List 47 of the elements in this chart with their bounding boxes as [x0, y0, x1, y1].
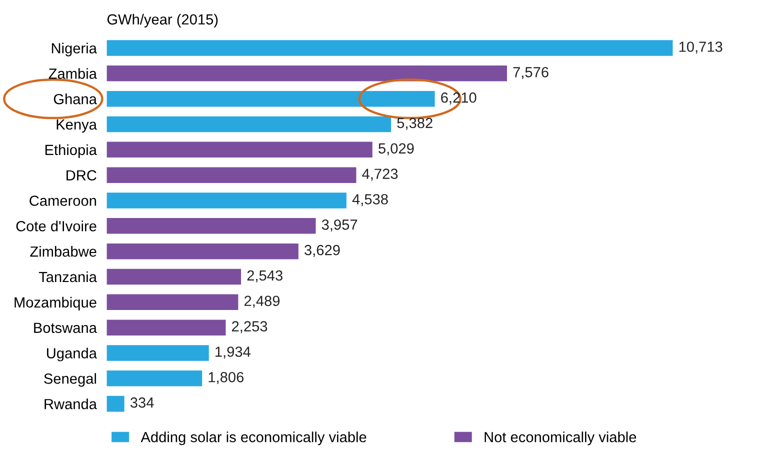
y-tick-label: Zambia — [48, 68, 97, 79]
legend-label: Not economically viable — [484, 432, 636, 446]
y-tick-label: DRC — [66, 170, 96, 181]
y-tick-label: Uganda — [47, 348, 97, 362]
x-axis-title: GWh/year (2015) — [107, 14, 218, 28]
bar — [106, 294, 238, 310]
data-label: 2,543 — [247, 270, 282, 282]
data-label: 10,713 — [679, 42, 722, 54]
data-label: 4,723 — [362, 168, 398, 181]
bar — [106, 90, 435, 107]
data-label: 3,629 — [304, 244, 340, 257]
data-label: 1,934 — [216, 346, 250, 359]
y-tick-label: Botswana — [34, 322, 97, 333]
y-tick-label: Cameroon — [30, 196, 96, 206]
data-label: 1,806 — [208, 372, 244, 384]
bar — [106, 192, 346, 208]
bar — [106, 370, 202, 386]
bar — [106, 396, 124, 412]
data-label: 5,029 — [378, 143, 414, 156]
data-label: 2,253 — [232, 321, 268, 334]
bar — [106, 268, 242, 285]
data-label: 5,382 — [397, 118, 432, 130]
data-label: 334 — [130, 397, 154, 408]
data-label: 2,489 — [244, 296, 280, 308]
data-label: 7,576 — [513, 67, 548, 80]
bar — [106, 243, 298, 260]
data-label: 4,538 — [352, 194, 388, 206]
y-tick-label: Kenya — [56, 120, 97, 133]
bar — [106, 40, 673, 56]
y-tick-label: Rwanda — [44, 398, 97, 410]
y-tick-label: Tanzania — [38, 271, 97, 282]
bar — [106, 218, 316, 234]
bar — [106, 66, 507, 82]
bar — [106, 345, 209, 361]
y-tick-label: Ghana — [54, 94, 97, 104]
data-label: 3,957 — [322, 220, 358, 232]
legend-label: Adding solar is economically viable — [140, 432, 366, 446]
y-tick-label: Ethiopia — [45, 144, 97, 158]
bar — [106, 167, 356, 183]
y-tick-label: Nigeria — [52, 42, 97, 56]
y-tick-label: Zimbabwe — [30, 246, 96, 257]
y-tick-label: Mozambique — [14, 296, 96, 310]
y-tick-label: Cote d'Ivoire — [16, 220, 96, 232]
bar — [106, 142, 372, 158]
bar — [106, 320, 226, 336]
y-tick-label: Senegal — [44, 373, 96, 387]
bar — [106, 116, 392, 132]
